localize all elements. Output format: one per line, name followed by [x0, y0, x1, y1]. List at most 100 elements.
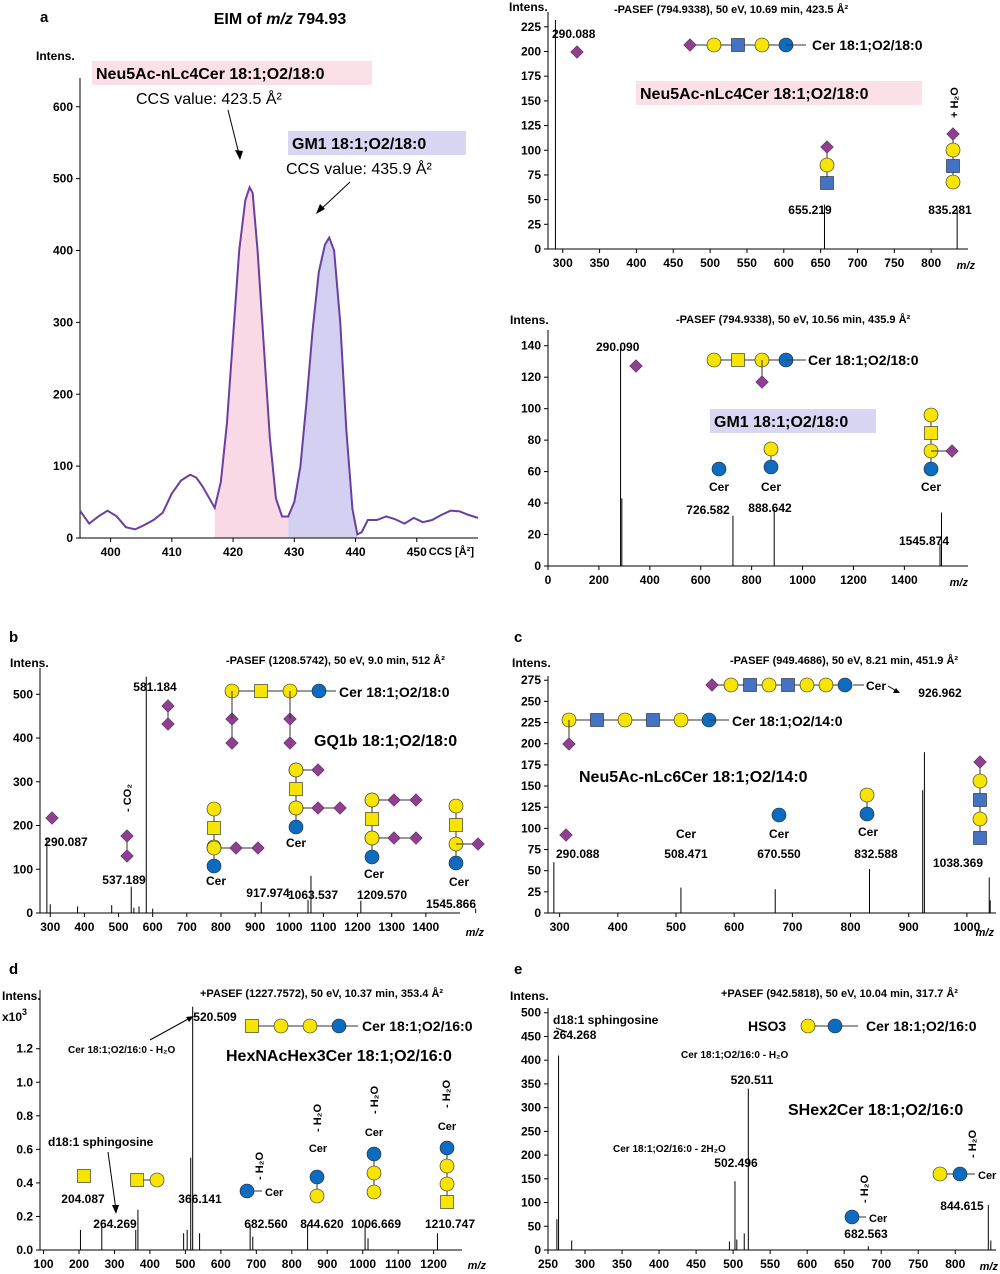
y-tick-label: 50 [528, 864, 542, 878]
x-tick-label: 800 [921, 256, 941, 270]
y-tick-label: 450 [521, 1029, 541, 1043]
gal-circle-icon [972, 773, 988, 789]
glc-circle-icon [288, 819, 304, 835]
x-tick-label: 650 [811, 256, 831, 270]
peak-label: 264.268 [553, 1028, 597, 1042]
x-tick-label: 1000 [954, 920, 981, 934]
arrowhead [893, 688, 900, 693]
glc-circle-icon [711, 461, 727, 477]
water-loss-label: Cer 18:1;O2/16:0 - 2H₂O [613, 1144, 726, 1155]
y-tick-label: 600 [53, 100, 73, 114]
x-tick-label: 600 [774, 256, 794, 270]
peak-label: 520.511 [731, 1073, 774, 1087]
y-axis-label: Intens. [510, 313, 549, 327]
y-tick-label: 75 [528, 168, 542, 182]
y-multiplier-label: x103 [2, 1007, 27, 1024]
gal-circle-icon [818, 677, 834, 693]
neu5ac-diamond-icon [755, 375, 769, 389]
glc-circle-icon [771, 807, 787, 823]
y-tick-label: 300 [521, 1101, 541, 1115]
neu5ac-diamond-icon [333, 801, 347, 815]
gal-circle-icon [309, 1188, 325, 1204]
gal-circle-icon [206, 840, 222, 856]
glycan-name-label: Neu5Ac-nLc4Cer 18:1;O2/18:0 [96, 66, 325, 83]
x-tick-label: 800 [945, 1257, 965, 1271]
neu5ac-diamond-icon [945, 444, 959, 458]
panel-letter: a [40, 9, 49, 26]
spectrum-title: -PASEF (794.9338), 50 eV, 10.69 min, 423… [614, 3, 849, 16]
gal-circle-icon [923, 407, 939, 423]
x-tick-label: 1300 [378, 920, 405, 934]
neu5ac-diamond-icon [161, 717, 175, 731]
x-tick-label: 1200 [420, 1257, 447, 1271]
peak-label: 917.974 [246, 886, 290, 900]
neu5ac-diamond-icon [120, 849, 134, 863]
x-tick-label: 550 [737, 256, 757, 270]
glcnac-square-icon [646, 713, 660, 727]
ceramide-label: Cer [866, 679, 886, 693]
glc-circle-icon [827, 1018, 843, 1034]
y-tick-label: 400 [13, 731, 33, 745]
y-axis-label: Intens. [512, 656, 551, 670]
peak-label: 682.560 [244, 1217, 288, 1231]
galnac-square-icon [924, 426, 938, 440]
x-tick-label: 700 [782, 920, 802, 934]
x-tick-label: 700 [847, 256, 867, 270]
x-tick-label: 600 [143, 920, 163, 934]
y-tick-label: 0.4 [16, 1176, 33, 1190]
gal-circle-icon [819, 157, 835, 173]
gal-circle-icon [945, 142, 961, 158]
glycan-layer [45, 37, 988, 1225]
gal-circle-icon [945, 174, 961, 190]
gal-circle-icon [723, 677, 739, 693]
peak-label: 520.509 [193, 1010, 237, 1024]
peak-label: 1545.866 [426, 897, 476, 911]
y-multiplier-exp: 3 [22, 1007, 27, 1017]
y-axis-label: Intens. [2, 989, 41, 1003]
neu5ac-diamond-icon [820, 140, 834, 154]
x-tick-label: 600 [797, 1257, 817, 1271]
gal-circle-icon [754, 37, 770, 53]
x-tick-label: 500 [666, 920, 686, 934]
y-tick-label: 150 [521, 94, 541, 108]
x-tick-label: 600 [724, 920, 744, 934]
y-tick-label: 75 [528, 843, 542, 857]
peak-label: 888.642 [748, 501, 792, 515]
glycan-name-label: Neu5Ac-nLc6Cer 18:1;O2/14:0 [579, 769, 808, 786]
x-tick-label: 350 [590, 256, 610, 270]
neu5ac-diamond-icon [471, 837, 485, 851]
gal-circle-icon [366, 1184, 382, 1200]
water-label: - H₂O [967, 1129, 979, 1158]
peak-label: 1209.570 [357, 888, 407, 902]
glc-circle-icon [239, 1183, 255, 1199]
arrowhead [112, 1205, 119, 1214]
glc-circle-icon [366, 1146, 382, 1162]
arrow [149, 1017, 191, 1041]
panel-letter: b [9, 629, 18, 646]
gal-circle-icon [364, 830, 380, 846]
x-tick-label: 100 [34, 1257, 54, 1271]
x-tick-label: 350 [612, 1257, 632, 1271]
peak-label: 290.090 [596, 340, 640, 354]
label-highlight [92, 61, 372, 85]
peak-label: 290.088 [552, 27, 596, 41]
x-tick-label: 1000 [276, 920, 303, 934]
x-tick-label: 440 [346, 545, 366, 559]
neu5ac-diamond-icon [161, 699, 175, 713]
glc-circle-icon [952, 1166, 968, 1182]
spectrum-title: -PASEF (1208.5742), 50 eV, 9.0 min, 512 … [226, 654, 445, 667]
glc-circle-icon [763, 459, 779, 475]
x-tick-label: 400 [626, 256, 646, 270]
x-tick-label: 300 [104, 1257, 124, 1271]
y-tick-label: 80 [528, 433, 542, 447]
panel-letter: d [9, 961, 18, 978]
galnac-square-icon [130, 1173, 144, 1187]
gal-circle-icon [149, 1172, 165, 1188]
x-tick-label: 750 [908, 1257, 928, 1271]
x-tick-label: 800 [742, 573, 762, 587]
spectrum-title: -PASEF (794.9338), 50 eV, 10.56 min, 435… [676, 313, 911, 326]
spectrum-title: +PASEF (942.5818), 50 eV, 10.04 min, 317… [721, 987, 958, 1000]
ceramide-label: Cer [921, 480, 941, 494]
x-tick-label: 1400 [891, 573, 918, 587]
y-tick-label: 400 [521, 1053, 541, 1067]
